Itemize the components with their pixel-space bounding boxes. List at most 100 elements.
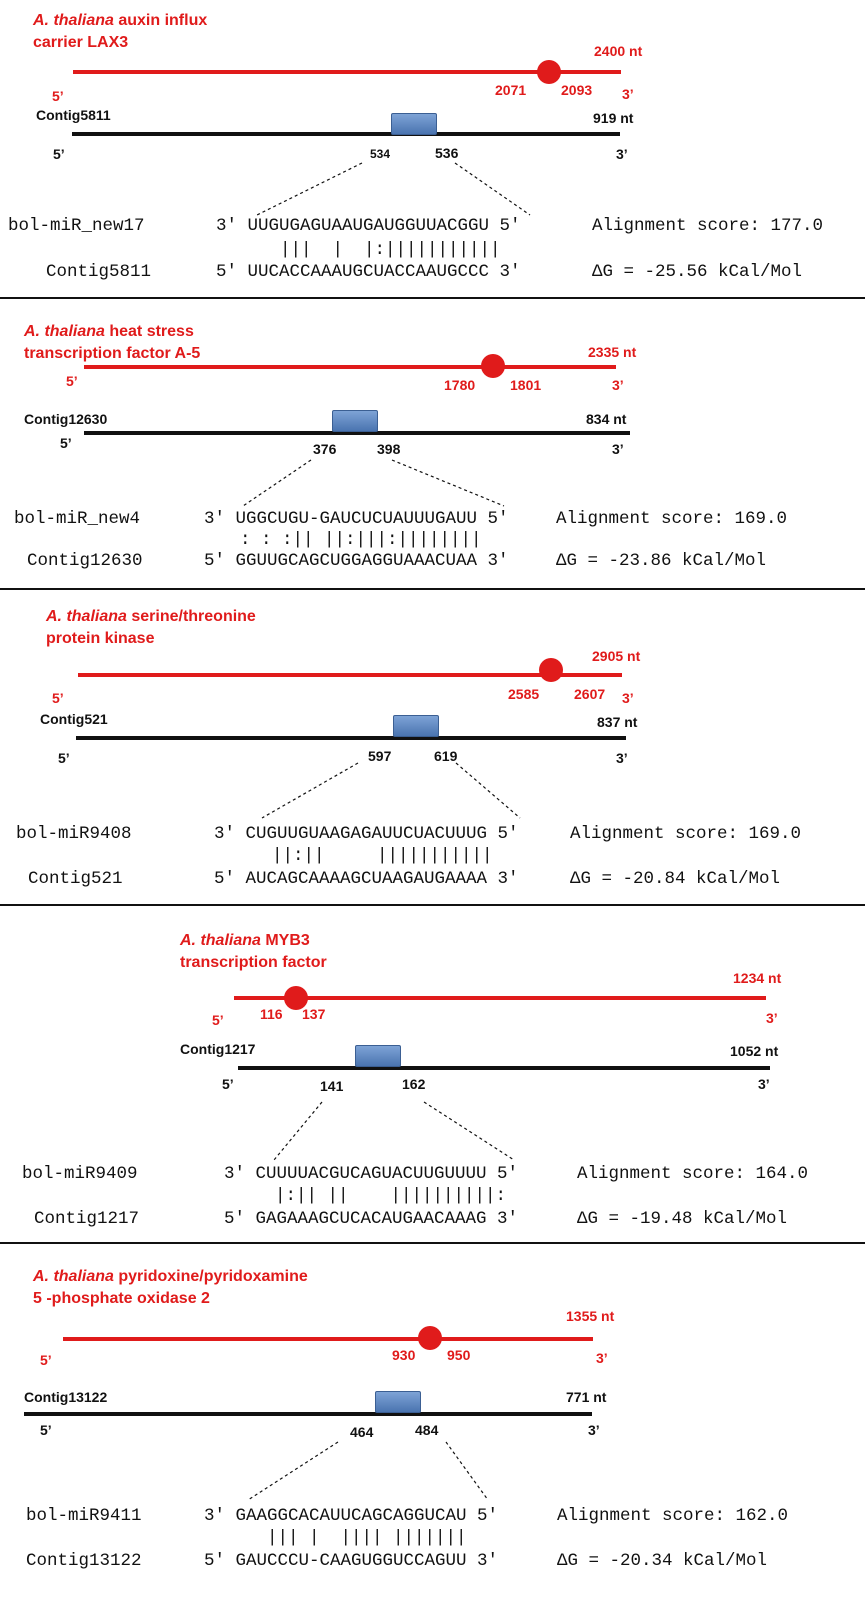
contig-5prime: 5’ — [60, 435, 72, 451]
contig-length: 919 nt — [593, 110, 634, 126]
target-sequence: 5' GGUUGCAGCUGGAGGUAAACUAA 3' — [204, 551, 509, 571]
target-name: Contig13122 — [26, 1551, 142, 1571]
target-site-marker — [418, 1326, 442, 1350]
mirna-sequence: 3' GAAGGCACAUUCAGCAGGUCAU 5' — [204, 1506, 499, 1526]
gene-title: A. thaliana MYB3 transcription factor — [180, 932, 327, 971]
divider — [0, 588, 865, 590]
site-end: 619 — [434, 748, 458, 764]
gene-transcript-line — [84, 365, 616, 369]
gene-3prime: 3’ — [596, 1350, 608, 1366]
mirna-sequence: 3' CUUUUACGUCAGUACUUGUUUU 5' — [224, 1164, 519, 1184]
pairing-line: ||| | |:||||||||||| — [280, 240, 501, 260]
mirna-sequence: 3' CUGUUGUAAGAGAUUCUACUUUG 5' — [214, 824, 519, 844]
gene-transcript-line — [63, 1337, 593, 1341]
delta-g: ΔG = -23.86 kCal/Mol — [556, 551, 767, 571]
gene-site-end: 950 — [447, 1347, 471, 1363]
target-site-marker — [537, 60, 561, 84]
contig-line — [238, 1066, 770, 1070]
contig-label: Contig12630 — [24, 411, 108, 427]
delta-g: ΔG = -20.34 kCal/Mol — [557, 1551, 768, 1571]
delta-g: ΔG = -20.84 kCal/Mol — [570, 869, 781, 889]
divider — [0, 1242, 865, 1244]
panel-lax3: A. thaliana auxin influx carrier LAX3 240… — [0, 0, 865, 298]
gene-5prime: 5’ — [52, 690, 64, 706]
pairing-line: ||:|| ||||||||||| — [272, 846, 493, 866]
zoom-lines — [242, 459, 505, 507]
target-sequence: 5' GAUCCCU-CAAGUGGUCCAGUU 3' — [204, 1551, 499, 1571]
site-end: 484 — [415, 1422, 439, 1438]
gene-title: A. thaliana auxin influx carrier LAX3 — [33, 12, 208, 51]
gene-site-start: 2585 — [508, 686, 540, 702]
gene-3prime: 3’ — [622, 86, 634, 102]
contig-label: Contig5811 — [36, 107, 111, 123]
panel-hsf-a5: A. thaliana heat stress transcription fac… — [0, 299, 865, 589]
binding-site-box — [393, 715, 439, 737]
gene-3prime: 3’ — [766, 1010, 778, 1026]
gene-title: A. thaliana heat stress transcription fac… — [24, 323, 201, 362]
gene-length: 2905 nt — [592, 648, 641, 664]
target-name: Contig5811 — [46, 262, 152, 282]
contig-3prime: 3’ — [612, 441, 624, 457]
site-start: 141 — [320, 1078, 344, 1094]
gene-site-start: 930 — [392, 1347, 416, 1363]
mirna-sequence: 3' UUGUGAGUAAUGAUGGUUACGGU 5' — [216, 216, 521, 236]
alignment-score: Alignment score: 169.0 — [556, 509, 788, 529]
zoom-lines — [273, 1101, 515, 1161]
contig-3prime: 3’ — [588, 1422, 600, 1438]
contig-label: Contig521 — [40, 711, 108, 727]
contig-label: Contig13122 — [24, 1389, 108, 1405]
gene-3prime: 3’ — [622, 690, 634, 706]
gene-5prime: 5’ — [212, 1012, 224, 1028]
panel-pdx-oxidase: A. thaliana pyridoxine/pyridoxamine 5 -ph… — [0, 1244, 865, 1604]
panel-kinase: A. thaliana serine/threonine protein kina… — [0, 590, 865, 904]
gene-site-end: 2093 — [561, 82, 593, 98]
contig-line — [84, 431, 630, 435]
contig-length: 837 nt — [597, 714, 638, 730]
mirna-name: bol-miR9409 — [22, 1164, 138, 1184]
contig-line — [72, 132, 620, 136]
target-site-marker — [481, 354, 505, 378]
target-name: Contig12630 — [27, 551, 143, 571]
gene-site-end: 2607 — [574, 686, 606, 702]
binding-site-box — [375, 1391, 421, 1413]
delta-g: ΔG = -19.48 kCal/Mol — [577, 1209, 788, 1229]
alignment-score: Alignment score: 169.0 — [570, 824, 802, 844]
zoom-lines — [247, 1441, 489, 1501]
pairing-line: |:|| || ||||||||||: — [275, 1186, 507, 1206]
pairing-line: : : :|| ||:|||:|||||||| — [240, 530, 482, 550]
delta-g: ΔG = -25.56 kCal/Mol — [592, 262, 803, 282]
site-start: 376 — [313, 441, 337, 457]
mirna-sequence: 3' UGGCUGU-GAUCUCUAUUUGAUU 5' — [204, 509, 509, 529]
site-start: 534 — [370, 147, 391, 161]
contig-5prime: 5’ — [58, 750, 70, 766]
binding-site-box — [355, 1045, 401, 1067]
contig-5prime: 5’ — [53, 146, 65, 162]
contig-length: 834 nt — [586, 411, 627, 427]
contig-5prime: 5’ — [40, 1422, 52, 1438]
contig-3prime: 3’ — [616, 750, 628, 766]
zoom-lines — [261, 762, 521, 819]
mirna-name: bol-miR_new4 — [14, 509, 141, 529]
gene-transcript-line — [234, 996, 766, 1000]
zoom-lines — [256, 162, 531, 216]
contig-label: Contig1217 — [180, 1041, 256, 1057]
gene-title: A. thaliana pyridoxine/pyridoxamine 5 -ph… — [33, 1268, 308, 1307]
target-name: Contig1217 — [34, 1209, 140, 1229]
target-site-marker — [284, 986, 308, 1010]
contig-line — [24, 1412, 592, 1416]
gene-length: 1355 nt — [566, 1308, 615, 1324]
binding-site-box — [391, 113, 437, 135]
mirna-name: bol-miR_new17 — [8, 216, 145, 236]
mirna-name: bol-miR9411 — [26, 1506, 142, 1526]
site-end: 162 — [402, 1076, 426, 1092]
site-start: 597 — [368, 748, 392, 764]
gene-transcript-line — [78, 673, 622, 677]
alignment-score: Alignment score: 164.0 — [577, 1164, 809, 1184]
alignment-score: Alignment score: 177.0 — [592, 216, 824, 236]
gene-site-start: 2071 — [495, 82, 527, 98]
gene-site-start: 116 — [260, 1006, 283, 1022]
target-name: Contig521 — [28, 869, 123, 889]
gene-title: A. thaliana serine/threonine protein kina… — [46, 608, 256, 647]
gene-5prime: 5’ — [66, 373, 78, 389]
contig-length: 1052 nt — [730, 1043, 779, 1059]
